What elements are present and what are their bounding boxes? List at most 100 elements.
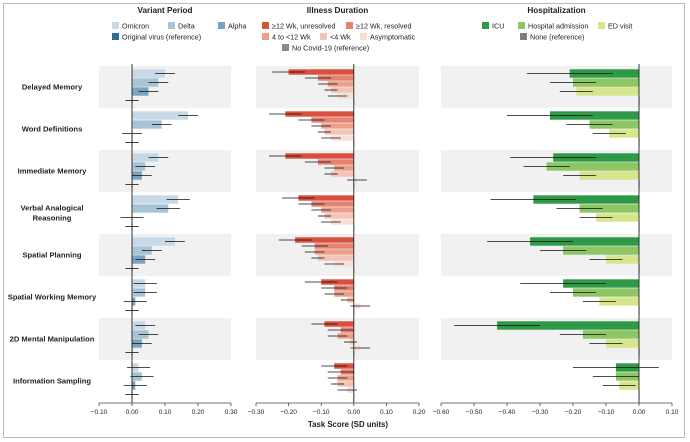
bar: [321, 123, 354, 129]
bar: [324, 213, 354, 219]
bar: [298, 195, 354, 201]
legend-swatch: [360, 33, 367, 40]
legend-label: Hospital admission: [528, 22, 588, 31]
x-tick-label: −0.60: [433, 409, 450, 416]
bar: [579, 204, 639, 213]
legend-swatch: [282, 44, 289, 51]
x-tick-label: −0.30: [248, 409, 265, 416]
bar: [321, 207, 354, 213]
bar: [132, 195, 179, 204]
legend-swatch: [520, 33, 527, 40]
x-tick-label: −0.10: [598, 409, 615, 416]
category-label: 2D Mental Manipulation: [10, 335, 95, 344]
legend-label: ED visit: [608, 22, 632, 31]
category-label: Spatial Working Memory: [8, 293, 97, 302]
bar: [533, 195, 639, 204]
row-band: [99, 150, 231, 192]
x-tick-label: 0.10: [380, 409, 393, 416]
x-tick-label: 0.00: [126, 409, 139, 416]
bar: [132, 78, 159, 87]
legend-swatch: [112, 22, 119, 29]
bar: [285, 111, 354, 117]
legend-label: <4 Wk: [330, 33, 351, 42]
bar: [132, 237, 175, 246]
x-tick-label: 0.20: [413, 409, 426, 416]
bar: [317, 255, 354, 261]
bar: [530, 237, 639, 246]
bar: [589, 120, 639, 129]
x-tick-label: 0.20: [192, 409, 205, 416]
legend-label: ≥12 Wk, unresolved: [272, 22, 335, 31]
legend-label: No Covid-19 (reference): [292, 44, 369, 53]
bar: [132, 111, 189, 120]
bar: [132, 120, 162, 129]
legend-label: None (reference): [530, 33, 584, 42]
bar: [563, 246, 639, 255]
bar: [546, 162, 639, 171]
legend-swatch: [482, 22, 489, 29]
x-axis-label: Task Score (SD units): [308, 420, 388, 429]
panel-title: Illness Duration: [307, 6, 368, 15]
bar: [582, 330, 639, 339]
legend-label: Alpha: [228, 22, 246, 31]
bar: [324, 321, 354, 327]
bar: [132, 69, 165, 78]
legend-label: Original virus (reference): [122, 33, 201, 42]
row-band: [99, 318, 231, 360]
category-label: Spatial Planning: [22, 251, 81, 260]
bar: [579, 171, 639, 180]
legend-label: Omicron: [122, 22, 149, 31]
legend-swatch: [598, 22, 605, 29]
x-tick-label: −0.50: [466, 409, 483, 416]
bar: [288, 69, 354, 75]
bar: [330, 219, 354, 225]
x-tick-label: 0.00: [633, 409, 646, 416]
bar: [573, 288, 639, 297]
legend-swatch: [262, 33, 269, 40]
bar: [295, 237, 354, 243]
bar: [285, 153, 354, 159]
legend-swatch: [518, 22, 525, 29]
x-tick-label: −0.10: [313, 409, 330, 416]
x-tick-label: 0.00: [347, 409, 360, 416]
x-tick-label: −0.30: [532, 409, 549, 416]
category-label: Immediate Memory: [18, 167, 88, 176]
bar: [314, 243, 354, 249]
bar: [573, 78, 639, 87]
category-label: Verbal Analogical: [20, 204, 83, 213]
x-tick-label: −0.40: [499, 409, 516, 416]
bar: [330, 171, 354, 177]
x-tick-label: −0.20: [565, 409, 582, 416]
bar: [311, 201, 354, 207]
legend-swatch: [262, 22, 269, 29]
bar: [596, 213, 639, 222]
bar: [324, 129, 354, 135]
bar: [311, 117, 354, 123]
x-tick-label: −0.10: [91, 409, 108, 416]
bar: [330, 87, 354, 93]
legend-label: Delta: [178, 22, 195, 31]
bar: [327, 81, 354, 87]
panel-title: Hospitalization: [527, 6, 585, 15]
bar: [314, 249, 354, 255]
x-tick-label: 0.10: [159, 409, 172, 416]
category-label: Word Definitions: [22, 125, 83, 134]
bar: [132, 204, 169, 213]
category-label: Information Sampling: [13, 377, 91, 386]
legend-label: 4 to <12 Wk: [272, 33, 311, 42]
bar: [132, 153, 159, 162]
bar: [599, 297, 639, 306]
legend-label: Asymptomatic: [370, 33, 416, 42]
bar: [337, 381, 354, 387]
legend-swatch: [112, 33, 119, 40]
legend-swatch: [168, 22, 175, 29]
bar: [317, 159, 354, 165]
panel-title: Variant Period: [137, 6, 192, 15]
bar: [576, 87, 639, 96]
bar: [317, 75, 354, 81]
legend-label: ICU: [492, 22, 504, 31]
legend-swatch: [218, 22, 225, 29]
x-tick-label: 0.30: [225, 409, 238, 416]
bar: [330, 135, 354, 141]
